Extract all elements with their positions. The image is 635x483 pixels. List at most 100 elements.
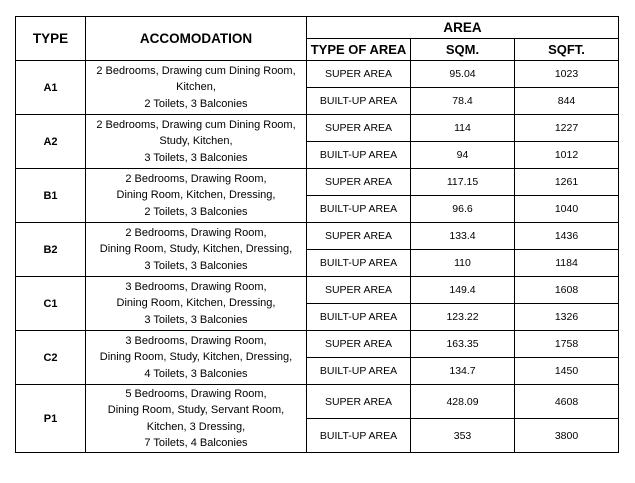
sqft-cell: 1227 bbox=[514, 114, 619, 142]
unit-type-cell: A2 bbox=[15, 114, 86, 169]
unit-type-cell: P1 bbox=[15, 384, 86, 453]
table-row: C1 3 Bedrooms, Drawing Room, Dining Room, … bbox=[15, 276, 619, 331]
accommodation-line: Dining Room, Study, Kitchen, Dressing, bbox=[99, 243, 293, 256]
table-row: B1 2 Bedrooms, Drawing Room, Dining Room, … bbox=[15, 168, 619, 223]
accommodation-cell: 2 Bedrooms, Drawing Room, Dining Room, Ki… bbox=[85, 168, 307, 223]
accommodation-line: 3 Toilets, 3 Balconies bbox=[144, 151, 248, 164]
header-accommodation: ACCOMODATION bbox=[85, 16, 307, 61]
header-sqft: SQFT. bbox=[514, 38, 619, 61]
table-row: P1 5 Bedrooms, Drawing Room, Dining Room, … bbox=[15, 384, 619, 453]
sqm-cell: 114 bbox=[410, 114, 515, 142]
area-type-cell: SUPER AREA bbox=[306, 60, 411, 88]
unit-type-cell: A1 bbox=[15, 60, 86, 115]
sqft-cell: 1040 bbox=[514, 195, 619, 223]
sqm-cell: 428.09 bbox=[410, 384, 515, 419]
accommodation-line: 5 Bedrooms, Drawing Room, bbox=[125, 387, 267, 400]
area-type-cell: BUILT-UP AREA bbox=[306, 195, 411, 223]
sqft-cell: 4608 bbox=[514, 384, 619, 419]
sqft-cell: 3800 bbox=[514, 418, 619, 453]
area-type-cell: BUILT-UP AREA bbox=[306, 141, 411, 169]
accommodation-line: Kitchen, 3 Dressing, bbox=[146, 420, 246, 433]
accommodation-line: Study, Kitchen, bbox=[159, 135, 233, 148]
area-table-container: TYPE ACCOMODATION AREA TYPE OF AREA SQM.… bbox=[15, 16, 619, 453]
accommodation-cell: 5 Bedrooms, Drawing Room, Dining Room, St… bbox=[85, 384, 307, 453]
table-row: BUILT-UP AREA 353 3800 bbox=[16, 418, 619, 453]
area-type-cell: SUPER AREA bbox=[306, 168, 411, 196]
accommodation-cell: 2 Bedrooms, Drawing cum Dining Room, Stud… bbox=[85, 114, 307, 169]
accommodation-line: 3 Bedrooms, Drawing Room, bbox=[125, 280, 267, 293]
sqft-cell: 1450 bbox=[514, 357, 619, 385]
table-row: A2 2 Bedrooms, Drawing cum Dining Room, St… bbox=[15, 114, 619, 169]
accommodation-line: 2 Bedrooms, Drawing cum Dining Room, bbox=[96, 118, 296, 131]
unit-type-cell: B2 bbox=[15, 222, 86, 277]
sqft-cell: 1758 bbox=[514, 330, 619, 358]
table-row: BUILT-UP AREA 78.4 844 bbox=[16, 87, 619, 115]
area-type-cell: SUPER AREA bbox=[306, 384, 411, 419]
sqm-cell: 163.35 bbox=[410, 330, 515, 358]
area-type-cell: BUILT-UP AREA bbox=[306, 303, 411, 331]
table-row: BUILT-UP AREA 96.6 1040 bbox=[16, 195, 619, 223]
table-row: B2 2 Bedrooms, Drawing Room, Dining Room, … bbox=[15, 222, 619, 277]
area-type-cell: SUPER AREA bbox=[306, 222, 411, 250]
header-type-of-area: TYPE OF AREA bbox=[306, 38, 411, 61]
unit-type-cell: C2 bbox=[15, 330, 86, 385]
area-type-cell: BUILT-UP AREA bbox=[306, 87, 411, 115]
accommodation-line: 7 Toilets, 4 Balconies bbox=[144, 437, 248, 449]
sqm-cell: 95.04 bbox=[410, 60, 515, 88]
accommodation-line: 2 Toilets, 3 Balconies bbox=[144, 205, 248, 218]
sqft-cell: 844 bbox=[514, 87, 619, 115]
unit-type-cell: B1 bbox=[15, 168, 86, 223]
area-type-cell: SUPER AREA bbox=[306, 276, 411, 304]
table-row: A1 2 Bedrooms, Drawing cum Dining Room, Ki… bbox=[15, 60, 619, 115]
area-type-cell: BUILT-UP AREA bbox=[306, 249, 411, 277]
accommodation-line: Kitchen, bbox=[176, 81, 216, 94]
header-sqm: SQM. bbox=[410, 38, 515, 61]
area-type-cell: SUPER AREA bbox=[306, 330, 411, 358]
accommodation-line: Dining Room, Study, Servant Room, bbox=[107, 404, 285, 416]
sqm-cell: 78.4 bbox=[410, 87, 515, 115]
header-area: AREA bbox=[306, 16, 619, 39]
accommodation-line: 2 Bedrooms, Drawing Room, bbox=[125, 226, 267, 239]
accommodation-line: Dining Room, Kitchen, Dressing, bbox=[116, 297, 276, 310]
sqm-cell: 134.7 bbox=[410, 357, 515, 385]
sqft-cell: 1261 bbox=[514, 168, 619, 196]
sqm-cell: 96.6 bbox=[410, 195, 515, 223]
accommodation-line: Dining Room, Study, Kitchen, Dressing, bbox=[99, 351, 293, 364]
accommodation-line: 3 Bedrooms, Drawing Room, bbox=[125, 334, 267, 347]
sqm-cell: 110 bbox=[410, 249, 515, 277]
table-row: C2 3 Bedrooms, Drawing Room, Dining Room, … bbox=[15, 330, 619, 385]
table-row: BUILT-UP AREA 134.7 1450 bbox=[16, 357, 619, 385]
table-body: A1 2 Bedrooms, Drawing cum Dining Room, Ki… bbox=[15, 60, 619, 453]
accommodation-cell: 3 Bedrooms, Drawing Room, Dining Room, Ki… bbox=[85, 276, 307, 331]
sqft-cell: 1184 bbox=[514, 249, 619, 277]
accommodation-line: Dining Room, Kitchen, Dressing, bbox=[116, 189, 276, 202]
area-type-cell: BUILT-UP AREA bbox=[306, 418, 411, 453]
area-type-cell: BUILT-UP AREA bbox=[306, 357, 411, 385]
sqft-cell: 1326 bbox=[514, 303, 619, 331]
accommodation-line: 4 Toilets, 3 Balconies bbox=[144, 367, 248, 380]
sqm-cell: 133.4 bbox=[410, 222, 515, 250]
accommodation-cell: 2 Bedrooms, Drawing cum Dining Room, Kitc… bbox=[85, 60, 307, 115]
sqm-cell: 94 bbox=[410, 141, 515, 169]
header-type: TYPE bbox=[15, 16, 86, 61]
accommodation-cell: 3 Bedrooms, Drawing Room, Dining Room, St… bbox=[85, 330, 307, 385]
accommodation-cell: 2 Bedrooms, Drawing Room, Dining Room, St… bbox=[85, 222, 307, 277]
accommodation-line: 3 Toilets, 3 Balconies bbox=[144, 259, 248, 272]
table-row: BUILT-UP AREA 94 1012 bbox=[16, 141, 619, 169]
sqft-cell: 1436 bbox=[514, 222, 619, 250]
sqft-cell: 1023 bbox=[514, 60, 619, 88]
accommodation-line: 2 Toilets, 3 Balconies bbox=[144, 97, 248, 110]
area-type-cell: SUPER AREA bbox=[306, 114, 411, 142]
sqft-cell: 1012 bbox=[514, 141, 619, 169]
sqm-cell: 117.15 bbox=[410, 168, 515, 196]
accommodation-line: 3 Toilets, 3 Balconies bbox=[144, 313, 248, 326]
area-table: TYPE ACCOMODATION AREA TYPE OF AREA SQM.… bbox=[15, 16, 619, 453]
accommodation-line: 2 Bedrooms, Drawing Room, bbox=[125, 172, 267, 185]
sqft-cell: 1608 bbox=[514, 276, 619, 304]
sqm-cell: 353 bbox=[410, 418, 515, 453]
accommodation-line: 2 Bedrooms, Drawing cum Dining Room, bbox=[96, 64, 296, 77]
table-row: BUILT-UP AREA 110 1184 bbox=[16, 249, 619, 277]
sqm-cell: 149.4 bbox=[410, 276, 515, 304]
unit-type-cell: C1 bbox=[15, 276, 86, 331]
sqm-cell: 123.22 bbox=[410, 303, 515, 331]
